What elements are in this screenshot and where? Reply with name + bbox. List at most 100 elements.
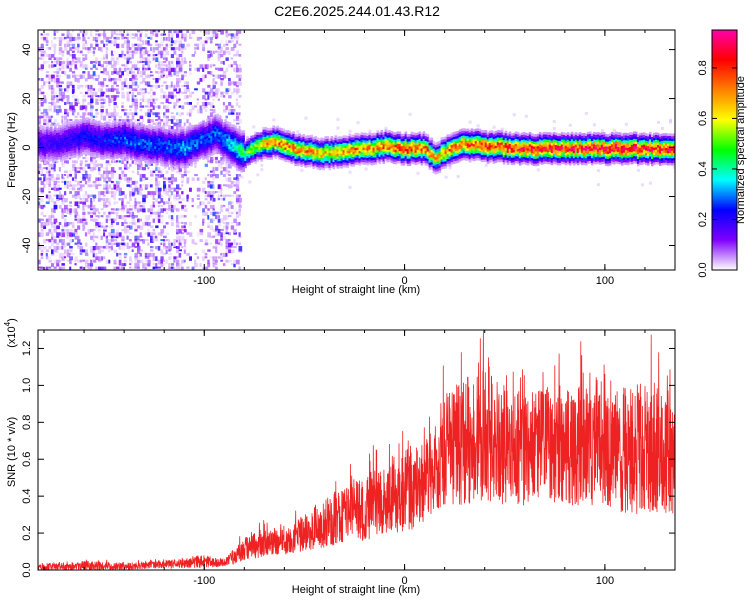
spectrogram-speckle <box>129 33 132 39</box>
spectrogram-cell <box>292 133 295 137</box>
spectrogram-speckle <box>71 232 75 237</box>
spectrogram-speckle <box>58 98 63 101</box>
spectrogram-cell <box>238 149 241 152</box>
spectrogram-speckle <box>87 71 90 75</box>
spectrogram-speckle <box>110 71 114 75</box>
spectrogram-speckle <box>139 88 143 91</box>
spectrogram-speckle <box>176 57 180 62</box>
spectrogram-cell <box>184 128 187 132</box>
spectrogram-cell <box>240 169 243 173</box>
spectrogram-cell <box>128 141 131 145</box>
spectrogram-speckle <box>134 215 138 218</box>
spectrogram-cell <box>268 145 271 148</box>
spectrogram-speckle <box>217 228 221 233</box>
spectrogram-speckle <box>139 218 142 222</box>
spectrogram-speckle <box>131 222 136 225</box>
spectrogram-cell <box>242 167 245 170</box>
spectrogram-cell <box>114 126 117 130</box>
spectrogram-cell <box>104 151 107 155</box>
spectrogram-speckle <box>220 208 223 213</box>
spectrogram-speckle <box>160 215 164 218</box>
spectrogram-speckle <box>118 167 122 170</box>
spectrogram-cell <box>172 137 175 141</box>
spectrogram-speckle <box>95 74 98 78</box>
spectrogram-speckle <box>103 170 106 174</box>
spectrogram-speckle <box>163 71 166 75</box>
spectrogram-speckle <box>71 60 75 65</box>
spectrogram-speckle <box>77 156 80 160</box>
spectrogram-speckle <box>69 204 73 207</box>
spectrogram-speckle <box>147 108 151 114</box>
spectrogram-speckle <box>56 30 59 33</box>
spectrogram-cell <box>230 124 233 127</box>
spectrogram-cell <box>222 134 225 138</box>
spectrogram-cell <box>200 143 203 147</box>
spectrogram-speckle <box>165 105 169 109</box>
spectrogram-speckle <box>61 115 64 119</box>
spectrogram-cell <box>64 137 67 141</box>
spectrogram-cell <box>306 135 309 138</box>
spectrogram-speckle <box>160 242 163 245</box>
spectrogram-speckle <box>155 112 159 117</box>
spectrogram-speckle <box>113 194 116 200</box>
spectrogram-cell <box>98 147 101 151</box>
spectrogram-cell <box>186 131 189 134</box>
spectrogram-cell <box>70 126 73 130</box>
spectrogram-speckle <box>95 98 98 103</box>
spectrogram-speckle <box>82 36 86 42</box>
spectrogram-cell <box>200 133 203 137</box>
spectrogram-speckle <box>105 84 109 87</box>
spectrogram-cell <box>226 133 229 137</box>
spectrogram-cell <box>222 146 225 150</box>
spectrogram-speckle <box>87 112 91 116</box>
spectrogram-cell <box>154 151 157 154</box>
spectrogram-speckle <box>116 30 119 33</box>
spectrogram-cell <box>54 134 57 138</box>
spectrogram-cell <box>272 152 275 155</box>
spectrogram-cell <box>74 137 77 141</box>
spectrogram-cell <box>78 152 81 156</box>
spectrogram-cell <box>60 147 63 150</box>
spectrogram-speckle <box>108 184 111 189</box>
spectrogram-cell <box>80 136 83 139</box>
spectrogram-speckle <box>58 60 62 65</box>
spectrogram-cell <box>132 144 135 147</box>
spectrogram-speckle <box>71 239 74 242</box>
spectrogram-speckle <box>48 180 51 186</box>
spectrogram-speckle <box>48 232 53 235</box>
spectrogram-speckle <box>176 198 180 201</box>
spectrogram-speckle <box>183 74 187 77</box>
spectrogram-speckle <box>238 201 241 207</box>
spectrogram-speckle <box>134 160 138 165</box>
spectrogram-cell <box>72 135 75 139</box>
spectrogram-speckle <box>103 167 107 170</box>
spectrogram-cell <box>152 131 155 134</box>
spectrogram-speckle <box>596 169 600 173</box>
spectrogram-speckle <box>71 84 75 89</box>
spectrogram-speckle <box>131 246 136 250</box>
spectrogram-cell <box>76 131 79 135</box>
spectrogram-speckle <box>69 47 73 51</box>
spectrogram-cell <box>216 116 219 119</box>
spectrogram-cell <box>222 149 225 152</box>
spectrogram-cell <box>48 159 51 162</box>
spectrogram-cell <box>224 143 227 147</box>
spectrogram-cell <box>78 140 81 143</box>
spectrogram-speckle <box>110 191 114 195</box>
spectrogram-cell <box>310 144 313 148</box>
spectrogram-cell <box>316 144 319 148</box>
spectrogram-cell <box>220 146 223 149</box>
spectrogram-cell <box>134 133 137 137</box>
spectrogram-speckle <box>649 181 652 185</box>
spectrogram-speckle <box>113 180 118 185</box>
spectrogram-cell <box>134 155 137 159</box>
spectrogram-cell <box>60 139 63 143</box>
spectrogram-cell <box>202 157 205 160</box>
spectrogram-speckle <box>51 177 54 182</box>
spectrogram-speckle <box>673 165 675 169</box>
spectrogram-speckle <box>163 239 166 242</box>
spectrogram-cell <box>304 138 307 141</box>
spectrogram-speckle <box>178 263 183 267</box>
spectrogram-cell <box>170 148 173 152</box>
spectrogram-cell <box>124 124 127 128</box>
